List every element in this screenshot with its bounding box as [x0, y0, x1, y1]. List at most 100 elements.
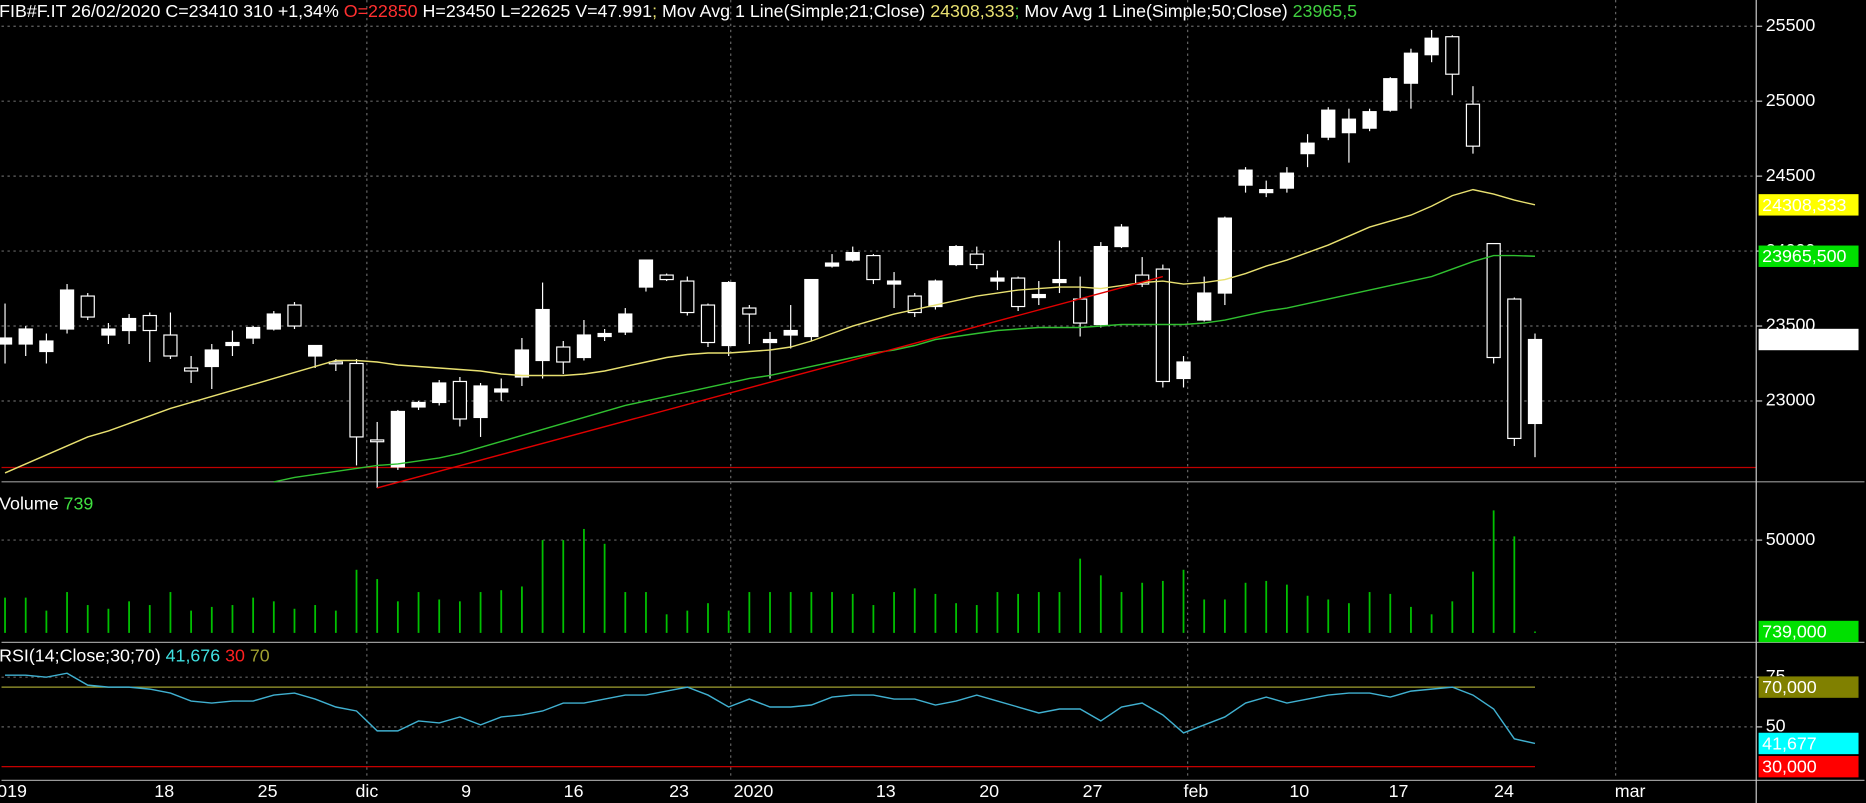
candle-body	[1486, 242, 1501, 359]
volume-bar	[417, 592, 420, 633]
candle-body	[783, 329, 798, 336]
y-tick-label: 23000	[1766, 390, 1816, 410]
volume-bar	[376, 579, 379, 633]
volume-bar	[1286, 584, 1288, 633]
volume-bar	[996, 592, 999, 633]
candle-body	[1279, 172, 1295, 189]
volume-bar	[1306, 595, 1309, 633]
volume-bar	[1120, 592, 1123, 633]
volume-bar	[1492, 510, 1495, 633]
volume-bar	[1141, 582, 1144, 633]
candle-body	[597, 332, 612, 338]
volume-bar	[562, 540, 565, 633]
candle-body	[700, 304, 716, 344]
x-tick-label: feb	[1184, 781, 1209, 801]
volume-bar	[521, 586, 523, 633]
volume-bar	[1244, 582, 1247, 633]
candle-body	[80, 295, 95, 318]
x-tick-label: 2020	[734, 781, 774, 801]
volume-bar	[355, 569, 358, 633]
x-tick-label: dic	[355, 781, 378, 801]
volume-bar	[1472, 571, 1474, 633]
price-tag	[1758, 328, 1859, 351]
indicator-line	[273, 254, 1536, 483]
volume-bar	[1017, 593, 1020, 633]
header-segment: H=23450 L=22625 V=47.991	[418, 1, 653, 21]
candle-body	[824, 262, 840, 267]
volume-bar	[1265, 580, 1268, 633]
candle-body	[121, 317, 137, 332]
price-tag	[1758, 620, 1859, 643]
price-tag-label: 30,000	[1762, 757, 1817, 777]
volume-bar	[748, 592, 751, 633]
candle-body	[804, 278, 819, 338]
x-tick-label: 13	[876, 781, 896, 801]
candle-body	[349, 362, 364, 438]
candle-body	[680, 280, 695, 314]
candle-body	[556, 346, 571, 363]
candle-body	[1527, 338, 1543, 425]
volume-bar	[893, 592, 895, 633]
candle-body	[866, 254, 881, 281]
volume-bar	[210, 606, 213, 633]
candle-body	[1073, 298, 1088, 324]
volume-bar	[1182, 569, 1185, 633]
candle-body	[535, 308, 550, 362]
candle-body	[1010, 277, 1026, 308]
candle-body	[245, 326, 261, 339]
header-segment: 70	[245, 645, 270, 665]
x-tick-label: mar	[1615, 781, 1646, 801]
candle-body	[0, 337, 13, 345]
candle-body	[1321, 109, 1336, 138]
candle-body	[618, 313, 633, 333]
x-tick-label: 18	[154, 781, 174, 801]
volume-bar	[789, 592, 792, 633]
candle-body	[1259, 189, 1274, 194]
candle-body	[183, 367, 199, 372]
candle-body	[1445, 36, 1460, 75]
volume-bar	[86, 605, 89, 633]
candle-body	[1031, 293, 1046, 299]
candle-body	[1362, 111, 1377, 129]
candle-body	[845, 251, 860, 261]
header-segment: Mov Avg 1 Line(Simple;21;Close)	[662, 1, 930, 21]
x-tick-label: 17	[1389, 781, 1409, 801]
volume-bar	[500, 590, 503, 633]
volume-bar	[1410, 606, 1412, 633]
volume-bar	[107, 608, 110, 633]
candle-body	[390, 410, 406, 468]
candle-body	[1197, 292, 1212, 321]
volume-bar	[396, 601, 399, 633]
x-tick-label: 20	[979, 781, 999, 801]
volume-bar	[1430, 614, 1433, 633]
panel-header: FIB#F.IT 26/02/2020 C=23410 310 +1,34% O…	[0, 1, 1357, 21]
candle-body	[1114, 226, 1129, 248]
volume-bar	[1389, 593, 1392, 633]
volume-bar	[1513, 536, 1516, 633]
candle-body	[452, 380, 468, 420]
candle-body	[473, 385, 488, 419]
candle-body	[1507, 298, 1522, 440]
volume-bar	[831, 592, 833, 633]
volume-bar	[665, 614, 668, 633]
price-tag	[1758, 755, 1859, 778]
volume-bar	[645, 592, 647, 633]
candle-body	[886, 280, 902, 285]
header-segment: 739	[64, 493, 94, 513]
price-tag-label: 23410	[1762, 329, 1812, 349]
volume-bar	[1327, 599, 1330, 633]
volume-bar	[810, 592, 813, 633]
volume-bar	[479, 592, 482, 633]
candle-body	[18, 328, 33, 345]
volume-bar	[975, 605, 978, 633]
candle-body	[1217, 217, 1233, 294]
volume-bar	[334, 610, 337, 633]
volume-bar	[293, 608, 296, 633]
candle-body	[1155, 268, 1170, 383]
header-segment: 30	[220, 645, 245, 665]
candle-body	[928, 280, 943, 308]
candle-body	[142, 314, 157, 332]
price-tag	[1758, 732, 1859, 755]
x-tick-label: 16	[564, 781, 584, 801]
price-tag-label: 24308,333	[1762, 195, 1846, 215]
